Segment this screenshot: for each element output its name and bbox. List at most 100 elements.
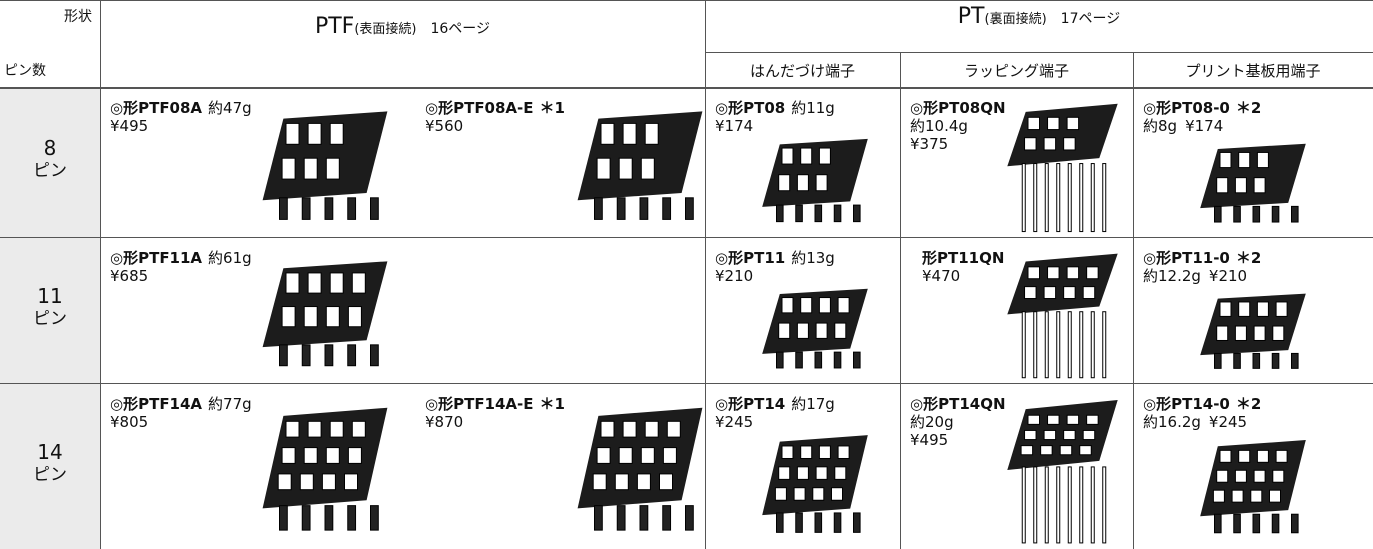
socket-part <box>1020 445 1034 456</box>
socket-part <box>329 272 344 294</box>
socket-part <box>594 197 603 220</box>
socket-part <box>812 487 825 501</box>
socket-part <box>1256 151 1269 169</box>
socket-part <box>1102 466 1107 544</box>
pin-unit: ピン <box>33 309 67 329</box>
socket-part <box>1063 137 1076 151</box>
socket-part <box>1079 163 1084 233</box>
socket-part <box>307 272 322 294</box>
socket-part <box>781 297 794 314</box>
socket-part <box>351 420 366 438</box>
text-line: ¥470 <box>922 267 1010 285</box>
socket-part <box>325 306 340 328</box>
text-line: ¥245 <box>715 413 843 431</box>
socket-part <box>814 512 823 533</box>
cell-text: ¥470 <box>922 267 961 285</box>
cell-text: ◎形PT11 <box>715 249 786 267</box>
subheader: ラッピング端子 <box>963 62 1069 80</box>
product-pt: ◎形PT14QN 約20g ¥495 <box>910 395 1012 449</box>
socket-part <box>1219 301 1232 317</box>
group-title: PT <box>957 4 985 29</box>
socket-part <box>600 122 615 145</box>
cell-text: ＊2 <box>1235 249 1262 267</box>
socket-image <box>262 111 388 220</box>
socket-part <box>1216 177 1229 194</box>
socket-part <box>815 322 828 339</box>
socket-part <box>1066 116 1080 131</box>
product-pt: ◎形PT14 約17g ¥245 <box>715 395 843 431</box>
socket-part <box>1252 352 1261 369</box>
socket-part <box>776 512 784 533</box>
socket-part <box>303 157 318 180</box>
text-line: 約8g ¥174 <box>1143 117 1267 135</box>
socket-part <box>616 197 626 220</box>
socket-part <box>1256 449 1269 463</box>
text-line: ◎形PT11 約13g <box>715 249 843 267</box>
socket-part <box>618 157 633 180</box>
socket-part <box>1234 325 1247 341</box>
rule <box>100 0 101 549</box>
rule <box>0 237 1373 238</box>
product-pt: ◎形PT11-0 ＊2 約12.2g ¥210 <box>1143 249 1267 285</box>
socket-part <box>347 344 357 367</box>
socket-part <box>1027 266 1040 280</box>
socket-part <box>329 122 344 145</box>
socket-part <box>1090 163 1095 233</box>
socket-part <box>1272 325 1285 341</box>
socket-part <box>1024 137 1037 151</box>
socket-part <box>577 407 703 509</box>
product-pt: ◎形PT08 約11g ¥174 <box>715 99 843 135</box>
socket-part <box>666 420 681 438</box>
cell-text: ¥560 <box>425 117 464 135</box>
socket-part <box>778 322 791 339</box>
socket-part <box>639 505 649 531</box>
socket-part <box>1200 293 1306 356</box>
rule <box>900 52 901 549</box>
text-line: ¥210 <box>715 267 843 285</box>
socket-part <box>1275 449 1288 463</box>
socket-part <box>1219 151 1232 169</box>
socket-part <box>1066 266 1080 280</box>
socket-part <box>1212 489 1225 503</box>
product-ptf: ◎形PTF08A 約47g ¥495 <box>110 99 260 135</box>
socket-part <box>370 197 379 220</box>
socket-part <box>1067 163 1072 233</box>
socket-part <box>795 351 803 369</box>
socket-part <box>1214 205 1222 223</box>
socket-part <box>640 447 655 464</box>
rule <box>705 0 706 549</box>
socket-part <box>324 344 334 367</box>
cell-text: ¥245 <box>1208 413 1248 431</box>
pin-column-bg <box>0 87 100 549</box>
socket-part <box>1253 325 1266 341</box>
socket-part <box>837 445 850 459</box>
text-line: ◎形PTF14A 約77g <box>110 395 260 413</box>
pin-cell: 11 ピン <box>0 284 100 330</box>
socket-part <box>1214 352 1222 369</box>
socket-part <box>1024 286 1037 300</box>
socket-part <box>262 111 388 201</box>
socket-part <box>1044 163 1049 233</box>
socket-part <box>1233 352 1241 369</box>
socket-part <box>1214 513 1222 534</box>
socket-part <box>1291 352 1299 369</box>
socket-part <box>1027 414 1040 425</box>
socket-part <box>793 487 806 501</box>
cell-text: ¥210 <box>715 267 754 285</box>
product-ptf: ◎形PTF14A-E ＊1 ¥870 <box>425 395 571 431</box>
cell-text: ＊1 <box>539 395 565 413</box>
socket-part <box>1082 286 1096 300</box>
socket-part <box>614 473 629 491</box>
socket-image <box>262 261 388 367</box>
socket-part <box>281 447 296 464</box>
socket-part <box>1007 253 1118 315</box>
socket-part <box>1044 311 1049 379</box>
socket-part <box>796 322 809 339</box>
socket-part <box>347 505 357 531</box>
socket-part <box>776 351 784 369</box>
cell-text: ¥805 <box>110 413 149 431</box>
socket-part <box>1033 311 1038 379</box>
text-line: ¥560 <box>425 117 571 135</box>
socket-part <box>1271 205 1280 223</box>
